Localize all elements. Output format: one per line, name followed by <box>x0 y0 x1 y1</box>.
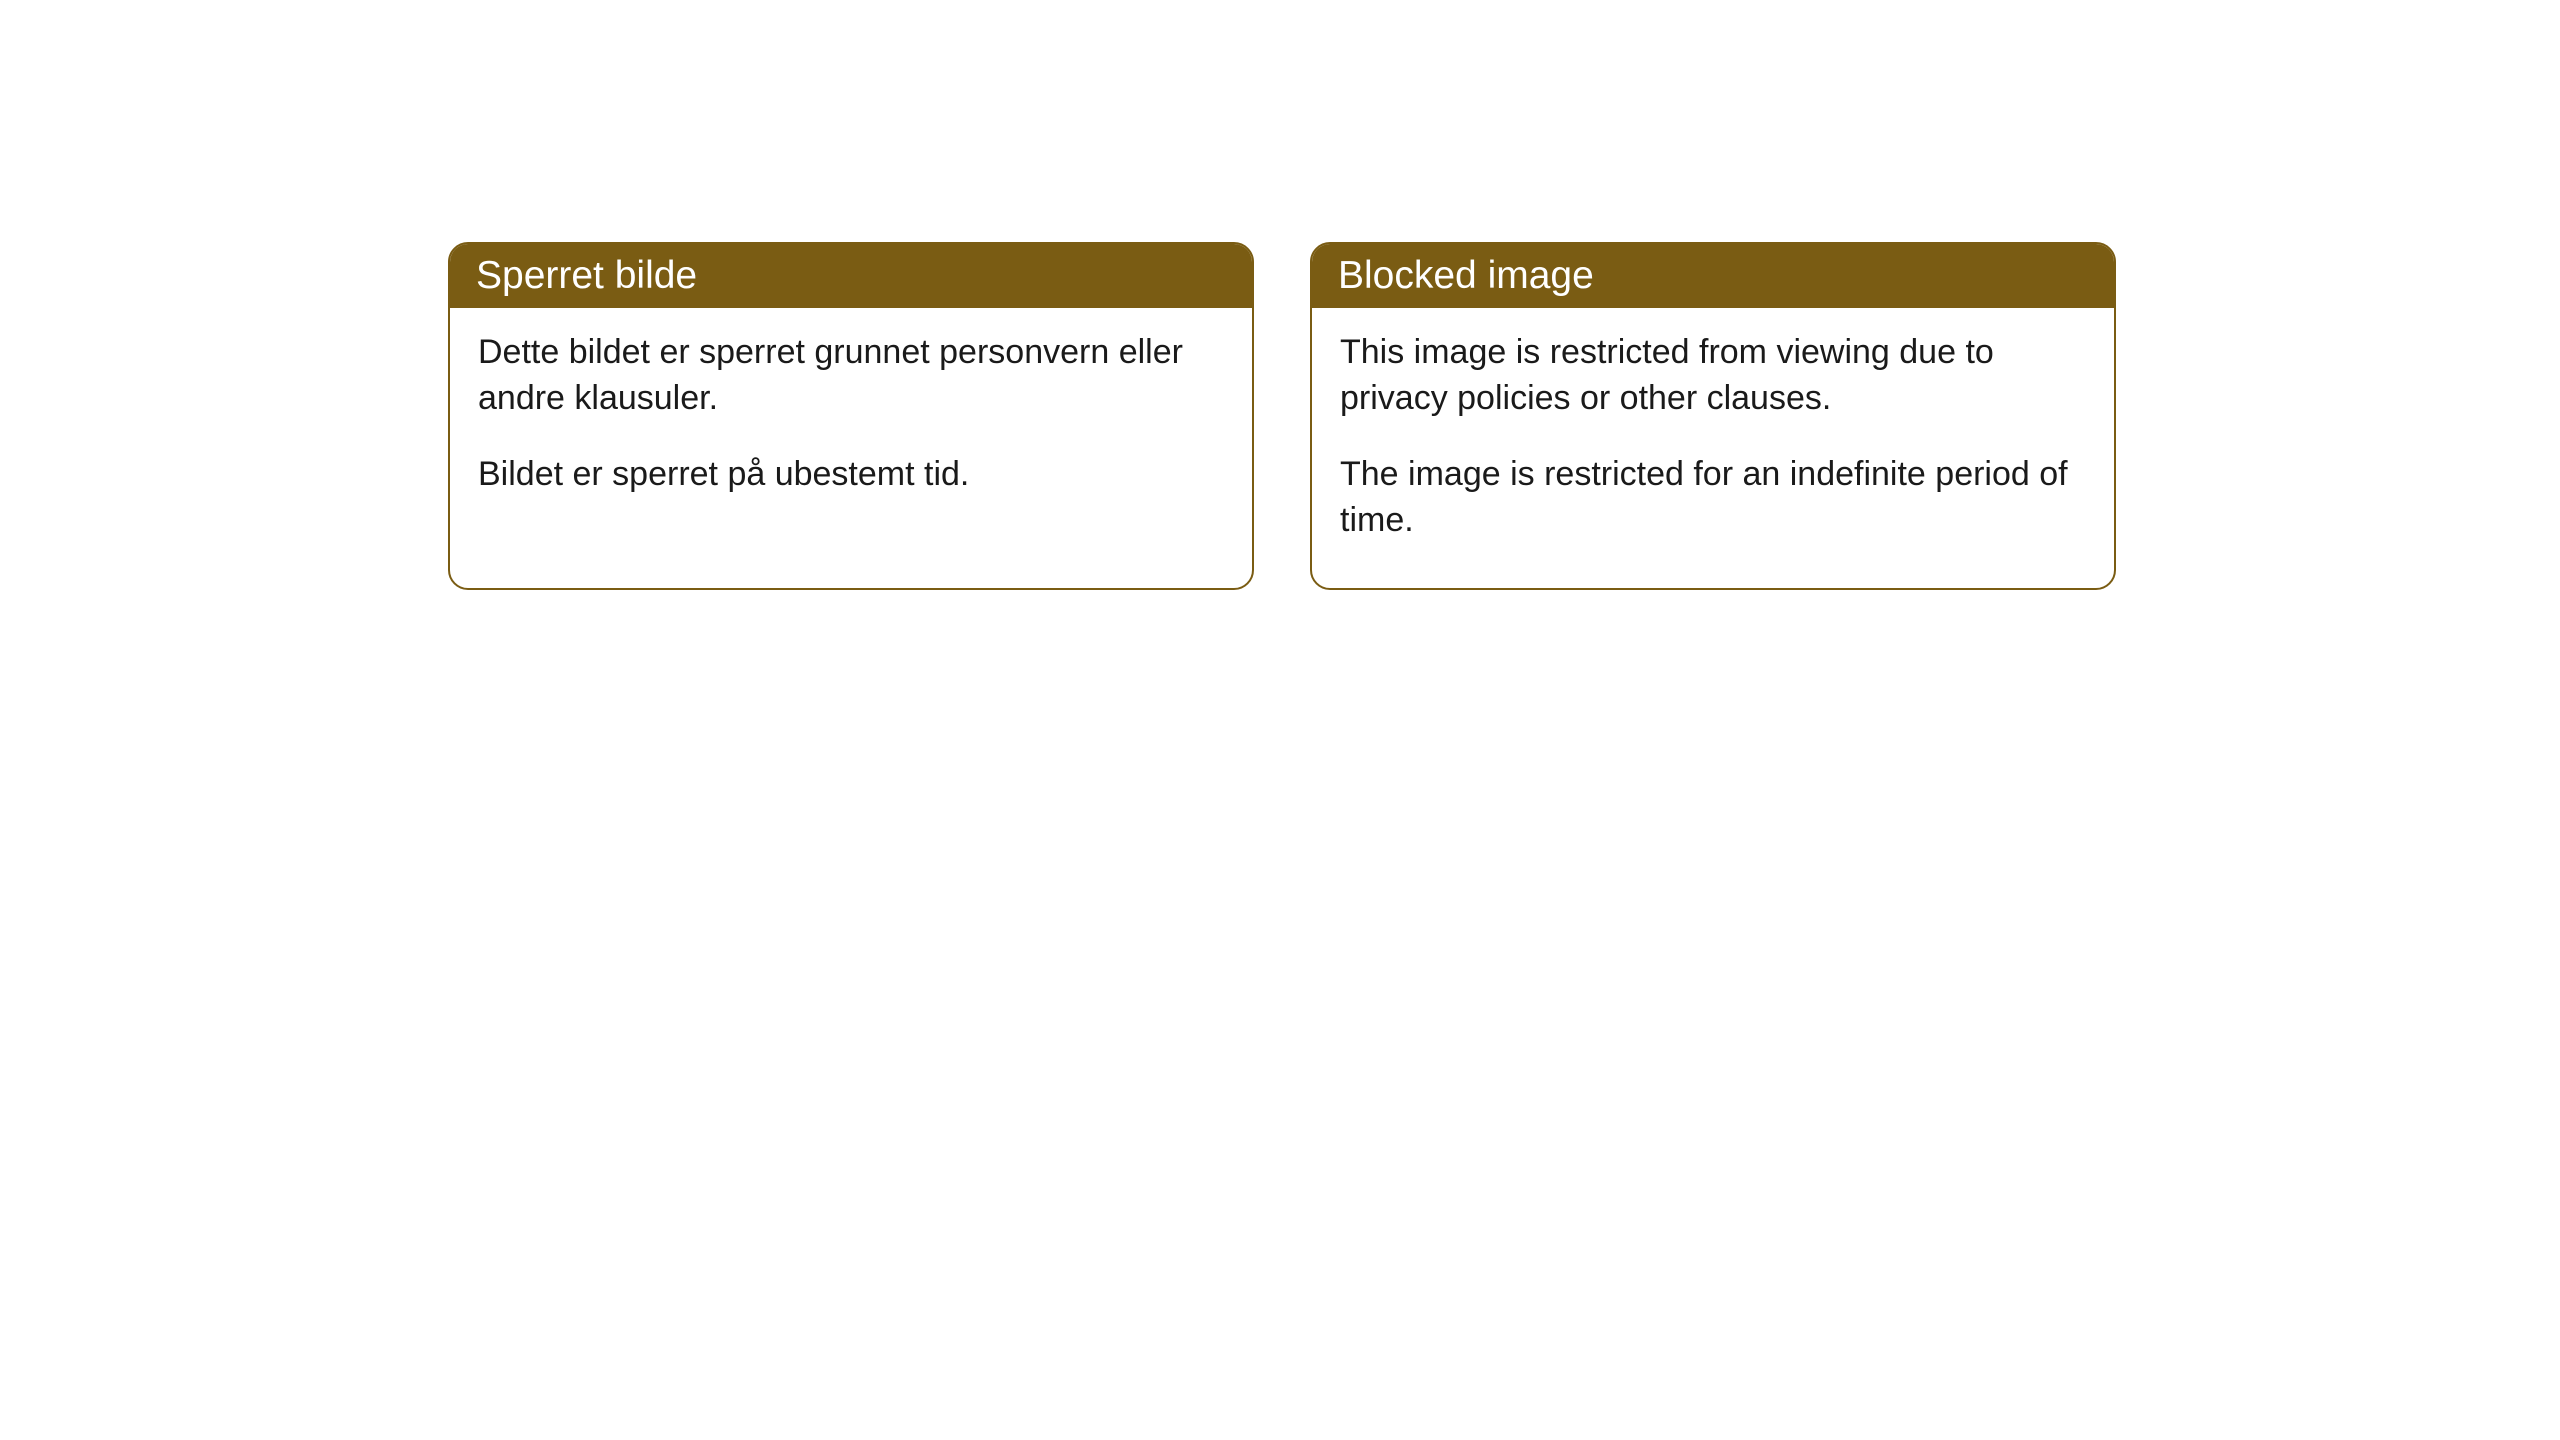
card-body-english: This image is restricted from viewing du… <box>1312 308 2114 588</box>
card-title: Sperret bilde <box>476 254 697 297</box>
card-title: Blocked image <box>1338 254 1594 297</box>
card-body-norwegian: Dette bildet er sperret grunnet personve… <box>450 308 1252 542</box>
card-text-line-2: Bildet er sperret på ubestemt tid. <box>478 452 1224 498</box>
card-text-line-1: This image is restricted from viewing du… <box>1340 330 2086 422</box>
card-header-norwegian: Sperret bilde <box>450 244 1252 308</box>
card-text-line-1: Dette bildet er sperret grunnet personve… <box>478 330 1224 422</box>
notice-cards-container: Sperret bilde Dette bildet er sperret gr… <box>0 0 2560 590</box>
card-text-line-2: The image is restricted for an indefinit… <box>1340 452 2086 544</box>
notice-card-english: Blocked image This image is restricted f… <box>1310 242 2116 590</box>
card-header-english: Blocked image <box>1312 244 2114 308</box>
notice-card-norwegian: Sperret bilde Dette bildet er sperret gr… <box>448 242 1254 590</box>
